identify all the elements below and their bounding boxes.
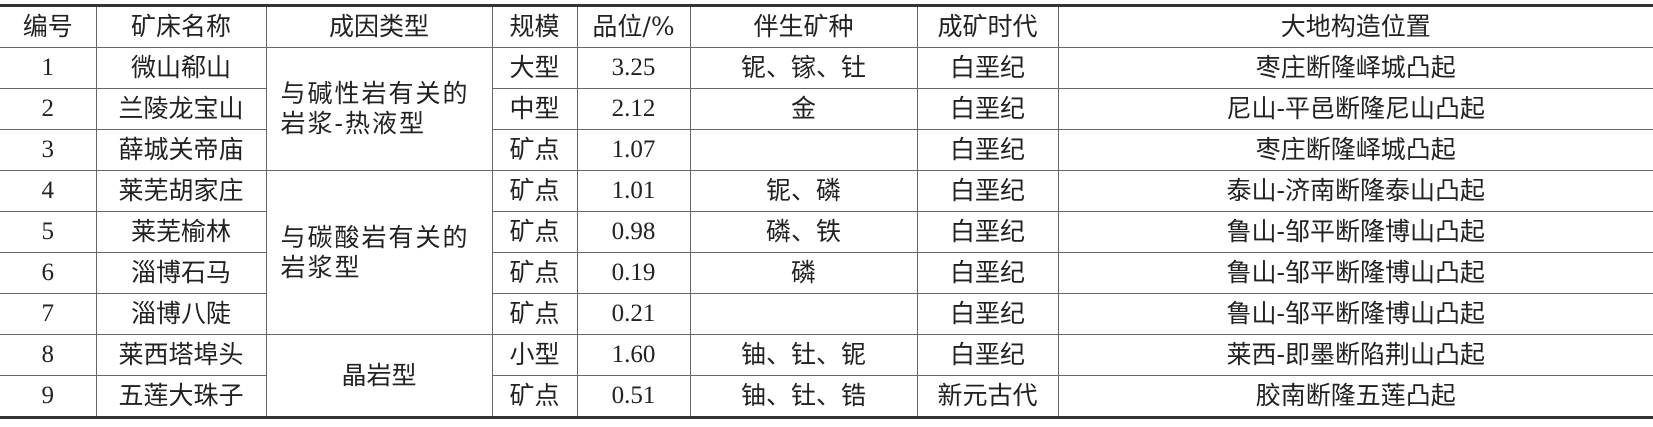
- cell-tectonic: 胶南断隆五莲凸起: [1057, 375, 1653, 418]
- cell-genesis: 与碱性岩有关的岩浆-热液型: [265, 47, 493, 171]
- table-row: 5 莱芜榆林 矿点 0.98 磷、铁 白垩纪 鲁山-邹平断隆博山凸起: [0, 211, 1653, 253]
- cell-name: 淄博八陡: [95, 293, 267, 335]
- table-row: 6 淄博石马 矿点 0.19 磷白垩纪 鲁山-邹平断隆博山凸起: [0, 252, 1653, 294]
- header-scale: 规模: [491, 5, 578, 48]
- cell-grade: 0.21: [576, 293, 691, 335]
- cell-no: 1: [0, 47, 97, 89]
- cell-tectonic: 泰山-济南断隆泰山凸起: [1057, 170, 1653, 212]
- cell-name: 薛城关帝庙: [95, 129, 267, 171]
- header-no: 编号: [0, 5, 97, 48]
- cell-no: 5: [0, 211, 97, 253]
- cell-age: 白垩纪: [916, 88, 1059, 130]
- table-row: 2 兰陵龙宝山 中型 2.12 金白垩纪 尼山-平邑断隆尼山凸起: [0, 88, 1653, 130]
- cell-associated: [689, 293, 918, 335]
- cell-no: 6: [0, 252, 97, 294]
- cell-tectonic: 鲁山-邹平断隆博山凸起: [1057, 293, 1653, 335]
- cell-grade: 0.98: [576, 211, 691, 253]
- cell-name: 莱芜榆林: [95, 211, 267, 253]
- cell-scale: 矿点: [491, 129, 578, 171]
- cell-associated: 铌、磷: [689, 170, 918, 212]
- cell-age: 白垩纪: [916, 293, 1059, 335]
- cell-name: 兰陵龙宝山: [95, 88, 267, 130]
- cell-associated: 磷: [689, 252, 918, 294]
- cell-genesis: 与碳酸岩有关的岩浆型: [265, 170, 493, 335]
- cell-scale: 矿点: [491, 375, 578, 418]
- cell-grade: 1.60: [576, 334, 691, 376]
- cell-associated: 铀、钍、锆: [689, 375, 918, 418]
- cell-scale: 矿点: [491, 293, 578, 335]
- cell-tectonic: 尼山-平邑断隆尼山凸起: [1057, 88, 1653, 130]
- cell-name: 微山郗山: [95, 47, 267, 89]
- cell-age: 白垩纪: [916, 47, 1059, 89]
- cell-grade: 1.01: [576, 170, 691, 212]
- header-grade: 品位/%: [576, 5, 691, 48]
- cell-age: 白垩纪: [916, 170, 1059, 212]
- table-row: 7 淄博八陡 矿点 0.21 白垩纪 鲁山-邹平断隆博山凸起: [0, 293, 1653, 335]
- cell-genesis: 晶岩型: [265, 334, 493, 418]
- cell-grade: 0.51: [576, 375, 691, 418]
- cell-grade: 1.07: [576, 129, 691, 171]
- cell-name: 淄博石马: [95, 252, 267, 294]
- header-name: 矿床名称: [95, 5, 267, 48]
- cell-tectonic: 鲁山-邹平断隆博山凸起: [1057, 252, 1653, 294]
- table-row: 4 莱芜胡家庄 与碳酸岩有关的岩浆型 矿点 1.01 铌、磷 白垩纪 泰山-济南断隆泰山凸起: [0, 170, 1653, 335]
- cell-no: 3: [0, 129, 97, 171]
- header-genesis: 成因类型: [265, 5, 493, 48]
- cell-scale: 小型: [491, 334, 578, 376]
- cell-tectonic: 枣庄断隆峄城凸起: [1057, 47, 1653, 89]
- cell-no: 8: [0, 334, 97, 376]
- cell-name: 莱西塔埠头: [95, 334, 267, 376]
- cell-grade: 3.25: [576, 47, 691, 89]
- cell-name: 五莲大珠子: [95, 375, 267, 418]
- cell-grade: 2.12: [576, 88, 691, 130]
- cell-no: 9: [0, 375, 97, 418]
- table-row: 3 薛城关帝庙 矿点 1.07 白垩纪 枣庄断隆峄城凸起: [0, 129, 1653, 171]
- cell-associated: 铌、镓、钍: [689, 47, 918, 89]
- cell-associated: 金: [689, 88, 918, 130]
- table-row: 1 微山郗山 与碱性岩有关的岩浆-热液型 大型 3.25 铌、镓、钍 白垩纪 枣庄断隆峄城凸起: [0, 47, 1653, 171]
- table-row: 8 莱西塔埠头 晶岩型 小型 1.60 铀、钍、铌 白垩纪 莱西-即墨断陷荆山凸起: [0, 334, 1653, 418]
- header-age: 成矿时代: [916, 5, 1059, 48]
- cell-grade: 0.19: [576, 252, 691, 294]
- cell-scale: 中型: [491, 88, 578, 130]
- cell-associated: [689, 129, 918, 171]
- cell-age: 白垩纪: [916, 129, 1059, 171]
- cell-scale: 矿点: [491, 170, 578, 212]
- table-row: 9 五莲大珠子 矿点 0.51 铀、钍、锆 新元古代 胶南断隆五莲凸起: [0, 375, 1653, 418]
- cell-age: 白垩纪: [916, 252, 1059, 294]
- header-associated: 伴生矿种: [689, 5, 918, 48]
- cell-age: 白垩纪: [916, 334, 1059, 376]
- cell-no: 7: [0, 293, 97, 335]
- cell-tectonic: 鲁山-邹平断隆博山凸起: [1057, 211, 1653, 253]
- cell-tectonic: 枣庄断隆峄城凸起: [1057, 129, 1653, 171]
- cell-associated: 磷、铁: [689, 211, 918, 253]
- cell-name: 莱芜胡家庄: [95, 170, 267, 212]
- cell-scale: 矿点: [491, 211, 578, 253]
- cell-scale: 矿点: [491, 252, 578, 294]
- cell-age: 白垩纪: [916, 211, 1059, 253]
- cell-no: 4: [0, 170, 97, 212]
- header-tectonic: 大地构造位置: [1057, 5, 1653, 48]
- cell-associated: 铀、钍、铌: [689, 334, 918, 376]
- cell-no: 2: [0, 88, 97, 130]
- cell-tectonic: 莱西-即墨断陷荆山凸起: [1057, 334, 1653, 376]
- cell-scale: 大型: [491, 47, 578, 89]
- cell-age: 新元古代: [916, 375, 1059, 418]
- header-row: 编号 矿床名称 成因类型 规模 品位/% 伴生矿种 成矿时代 大地构造位置: [0, 5, 1653, 48]
